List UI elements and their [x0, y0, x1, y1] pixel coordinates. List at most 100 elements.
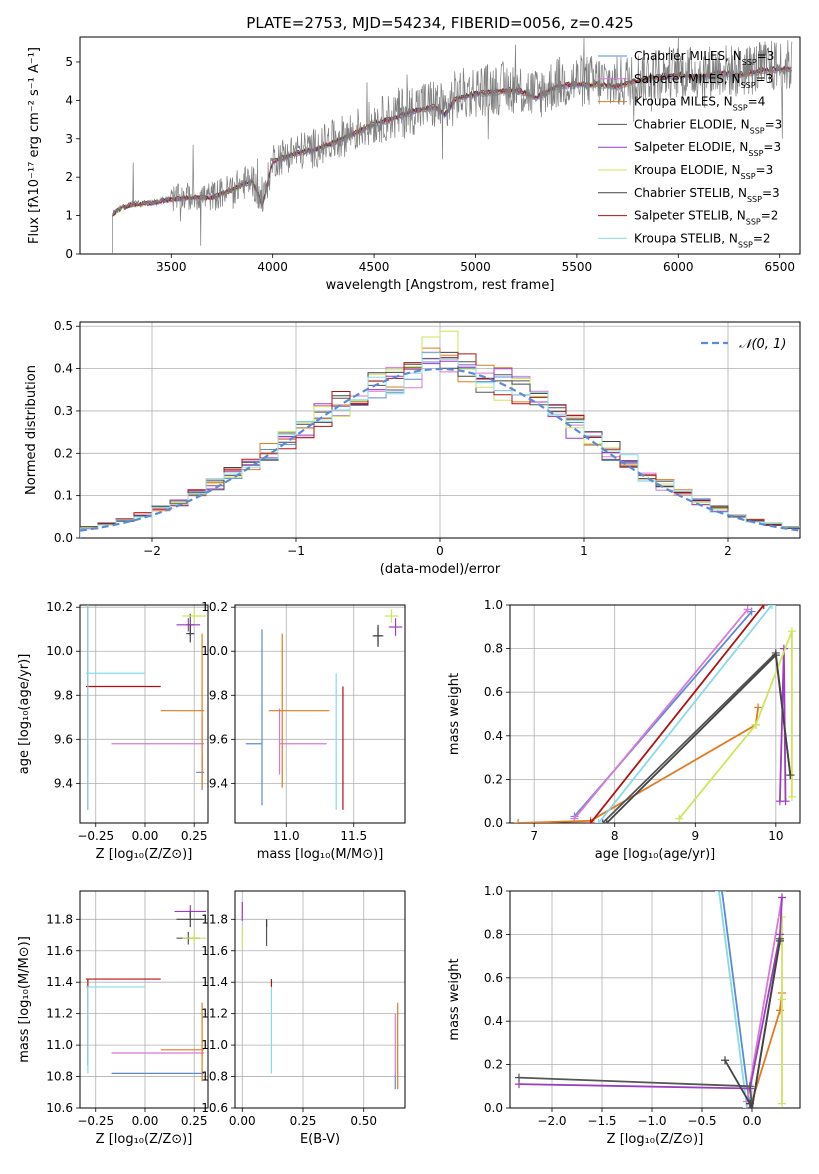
plot-area — [515, 891, 786, 1108]
x-tick-label: 4000 — [257, 260, 288, 274]
panel-age_vs_mass: 11.0 11.5 9.4 9.6 9.8 10.0 10.2 mass [log₁₀(M/M… — [201, 600, 406, 862]
x-tick-label: 0.50 — [350, 1114, 377, 1128]
x-tick-label: 1 — [580, 544, 588, 558]
y-tick-label: 11.4 — [46, 975, 73, 989]
y-tick-label: 0.8 — [484, 642, 503, 656]
residual-legend: 𝒩(0, 1) — [701, 337, 786, 352]
y-tick-label: 0.2 — [54, 446, 73, 460]
plot-frame — [509, 604, 801, 824]
mass-weight-marker — [787, 792, 796, 801]
y-tick-label: 0.5 — [54, 319, 73, 333]
x-tick-label: 0.25 — [181, 1114, 208, 1128]
y-tick-label: 11.0 — [201, 1038, 228, 1052]
x-tick-label: 3500 — [156, 260, 187, 274]
x-tick-label: 0.00 — [132, 829, 159, 843]
y-tick-label: 1.0 — [484, 598, 503, 612]
mass-weight-marker — [594, 819, 603, 823]
y-tick-label: 10.0 — [46, 644, 73, 658]
legend-entry: Salpeter MILES, NSSP=3 — [634, 72, 773, 90]
observed-spectrum-line — [112, 37, 793, 254]
x-tick-label: −2 — [143, 544, 161, 558]
y-tick-label: 11.2 — [201, 1007, 228, 1021]
x-tick-label: −2.0 — [537, 1114, 566, 1128]
y-tick-label: 9.6 — [209, 732, 228, 746]
x-axis-label: wavelength [Angstrom, rest frame] — [326, 278, 555, 293]
plot-area — [514, 605, 796, 823]
plot-frame — [234, 890, 406, 1109]
mass-weight-marker — [751, 720, 760, 729]
x-axis-label: Z [log₁₀(Z/Z⊙)] — [607, 1132, 704, 1147]
mass-weight-marker — [786, 771, 795, 780]
mass-weight-marker — [598, 819, 607, 823]
y-tick-label: 10.8 — [201, 1070, 228, 1084]
panel-mass_vs_ebv: 0.00 0.25 0.50 10.6 10.8 11.0 11.2 11.4 11.6 11.8… — [201, 890, 406, 1147]
x-tick-label: 8 — [611, 829, 619, 843]
panel-mass_vs_Z: −0.25 0.00 0.25 10.6 10.8 11.0 11.2 11.4 11.6 11.… — [17, 890, 209, 1147]
x-tick-label: 0 — [436, 544, 444, 558]
y-axis-label: mass [log₁₀(M/M⊙)] — [17, 936, 32, 1063]
mass-weight-marker — [602, 819, 611, 823]
x-tick-label: 9 — [691, 829, 699, 843]
y-tick-label: 4 — [65, 93, 73, 107]
x-axis-label: E(B-V) — [300, 1132, 340, 1147]
x-tick-label: 10 — [768, 829, 783, 843]
y-tick-label: 0.4 — [54, 362, 73, 376]
mass-weight-marker — [746, 1082, 754, 1091]
legend-entry: Chabrier STELIB, NSSP=3 — [634, 186, 780, 204]
y-tick-label: 10.2 — [201, 600, 228, 614]
mass-weight-marker — [514, 819, 523, 823]
x-tick-label: 11.0 — [273, 829, 300, 843]
plot-frame — [509, 890, 801, 1109]
mass-weight-marker — [781, 797, 790, 806]
y-tick-label: 0 — [65, 247, 73, 261]
panel-residuals: −2 −1 0 1 2 0.0 0.1 0.2 0.3 0.4 0.5 (data-model)/er… — [24, 319, 801, 577]
panels: 3500 4000 4500 5000 5500 6000 6500 0 1 2 3 4 5 wavele… — [17, 36, 801, 1147]
x-tick-label: −1.0 — [637, 1114, 666, 1128]
y-axis-label: Normed distribution — [24, 365, 39, 495]
x-tick-label: −0.5 — [687, 1114, 716, 1128]
mass-weight-line — [718, 891, 748, 1108]
legend-entry: Chabrier MILES, NSSP=3 — [634, 49, 774, 67]
plot-area — [85, 905, 207, 1082]
legend-entry: Kroupa MILES, NSSP=4 — [634, 95, 765, 113]
x-tick-label: −1.5 — [587, 1114, 616, 1128]
y-tick-label: 9.6 — [54, 732, 73, 746]
mass-weight-line — [573, 608, 749, 820]
mass-weight-marker — [778, 893, 786, 902]
y-tick-label: 11.8 — [46, 912, 73, 926]
y-axis-label: age [log₁₀(age/yr)] — [17, 654, 32, 775]
x-tick-label: 7 — [530, 829, 538, 843]
y-tick-label: 0.4 — [484, 729, 503, 743]
y-tick-label: 10.6 — [46, 1101, 73, 1115]
y-tick-label: 9.4 — [54, 776, 73, 790]
y-tick-label: 9.8 — [54, 688, 73, 702]
y-tick-label: 9.8 — [209, 688, 228, 702]
x-tick-label: 5500 — [562, 260, 593, 274]
x-tick-label: −0.25 — [77, 1114, 114, 1128]
x-axis-label: Z [log₁₀(Z/Z⊙)] — [96, 1132, 193, 1147]
mass-weight-line — [678, 630, 793, 820]
y-tick-label: 10.6 — [201, 1101, 228, 1115]
panel-mass_weight_vs_age: 7 8 9 10 0.0 0.2 0.4 0.6 0.8 1.0 age [log₁₀(age/yr… — [447, 598, 801, 862]
plot-area — [245, 609, 403, 810]
mass-weight-marker — [675, 814, 684, 823]
mass-weight-marker — [515, 1073, 523, 1082]
mass-weight-line — [518, 707, 759, 823]
plot-area — [85, 605, 207, 810]
mass-weight-line — [721, 891, 751, 1108]
y-tick-label: 0.0 — [54, 531, 73, 545]
y-tick-label: 10.2 — [46, 600, 73, 614]
residual-histogram — [80, 352, 800, 538]
x-tick-label: −1 — [287, 544, 305, 558]
mass-weight-marker — [754, 703, 763, 712]
mass-weight-marker — [759, 605, 768, 609]
y-tick-label: 0.3 — [54, 404, 73, 418]
mass-weight-marker — [767, 605, 776, 609]
plot-frame — [79, 604, 209, 824]
mass-weight-marker — [746, 1099, 754, 1108]
y-tick-label: 1 — [65, 209, 73, 223]
y-tick-label: 0.1 — [54, 489, 73, 503]
y-tick-label: 0.6 — [484, 971, 503, 985]
